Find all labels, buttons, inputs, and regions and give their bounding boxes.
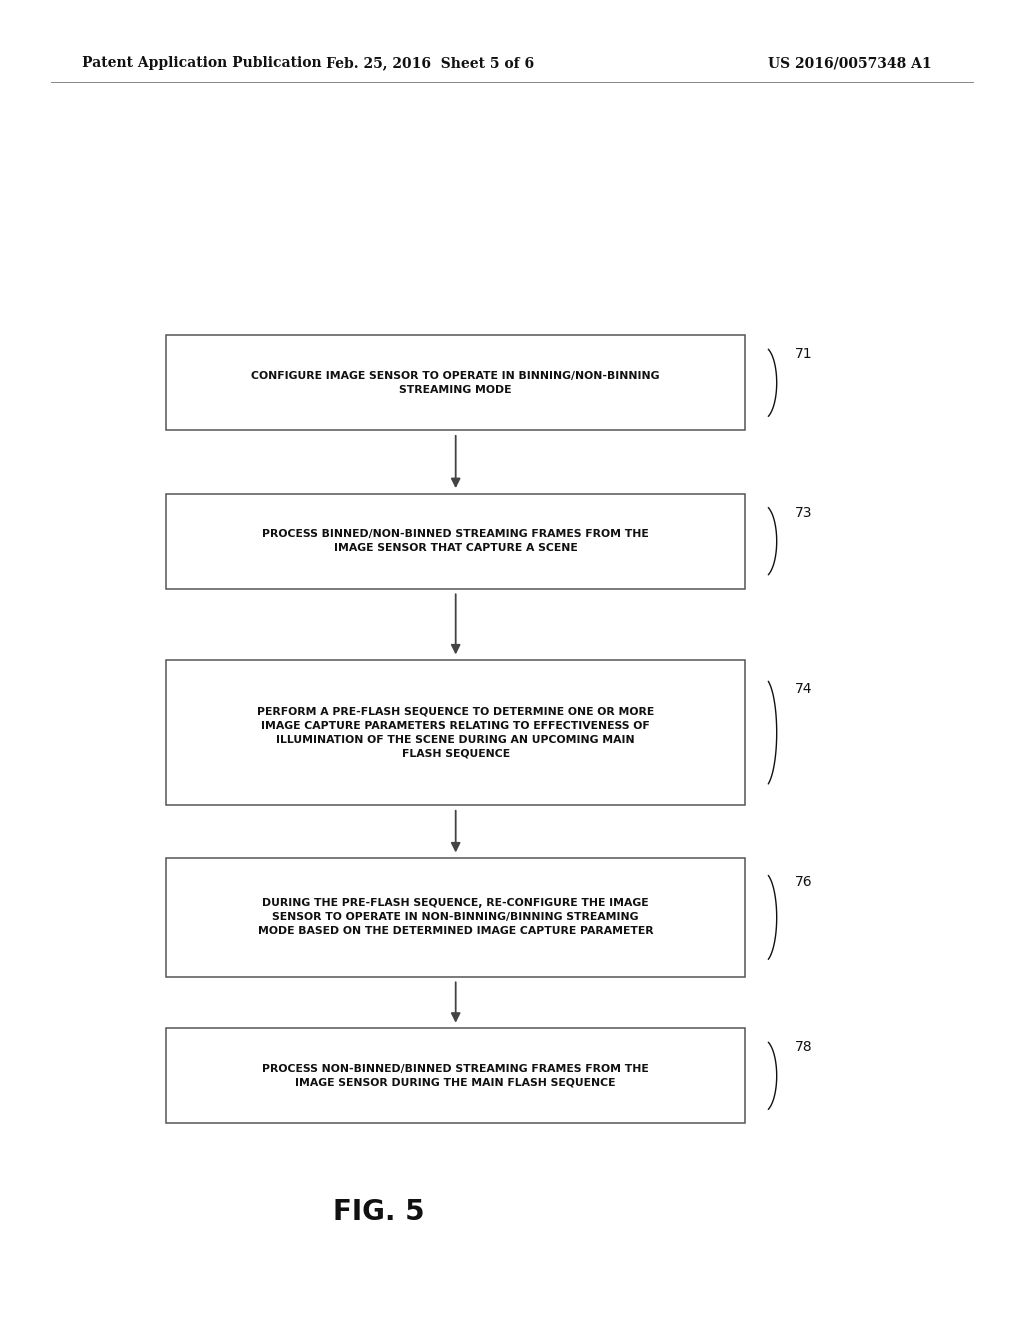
Bar bbox=[167, 1028, 745, 1123]
Text: 73: 73 bbox=[796, 506, 813, 520]
Text: FIG. 5: FIG. 5 bbox=[333, 1197, 425, 1226]
Text: 74: 74 bbox=[796, 682, 813, 696]
Text: PROCESS NON-BINNED/BINNED STREAMING FRAMES FROM THE
IMAGE SENSOR DURING THE MAIN: PROCESS NON-BINNED/BINNED STREAMING FRAM… bbox=[262, 1064, 649, 1088]
Text: US 2016/0057348 A1: US 2016/0057348 A1 bbox=[768, 57, 932, 70]
Text: PROCESS BINNED/NON-BINNED STREAMING FRAMES FROM THE
IMAGE SENSOR THAT CAPTURE A : PROCESS BINNED/NON-BINNED STREAMING FRAM… bbox=[262, 529, 649, 553]
Bar bbox=[167, 494, 745, 589]
Text: 76: 76 bbox=[796, 875, 813, 888]
Bar bbox=[167, 858, 745, 977]
Text: PERFORM A PRE-FLASH SEQUENCE TO DETERMINE ONE OR MORE
IMAGE CAPTURE PARAMETERS R: PERFORM A PRE-FLASH SEQUENCE TO DETERMIN… bbox=[257, 706, 654, 759]
Text: 78: 78 bbox=[796, 1040, 813, 1055]
Bar bbox=[167, 335, 745, 430]
Text: CONFIGURE IMAGE SENSOR TO OPERATE IN BINNING/NON-BINNING
STREAMING MODE: CONFIGURE IMAGE SENSOR TO OPERATE IN BIN… bbox=[252, 371, 659, 395]
Bar bbox=[167, 660, 745, 805]
Text: Feb. 25, 2016  Sheet 5 of 6: Feb. 25, 2016 Sheet 5 of 6 bbox=[326, 57, 535, 70]
Text: DURING THE PRE-FLASH SEQUENCE, RE-CONFIGURE THE IMAGE
SENSOR TO OPERATE IN NON-B: DURING THE PRE-FLASH SEQUENCE, RE-CONFIG… bbox=[258, 899, 653, 936]
Text: 71: 71 bbox=[796, 347, 813, 362]
Text: Patent Application Publication: Patent Application Publication bbox=[82, 57, 322, 70]
